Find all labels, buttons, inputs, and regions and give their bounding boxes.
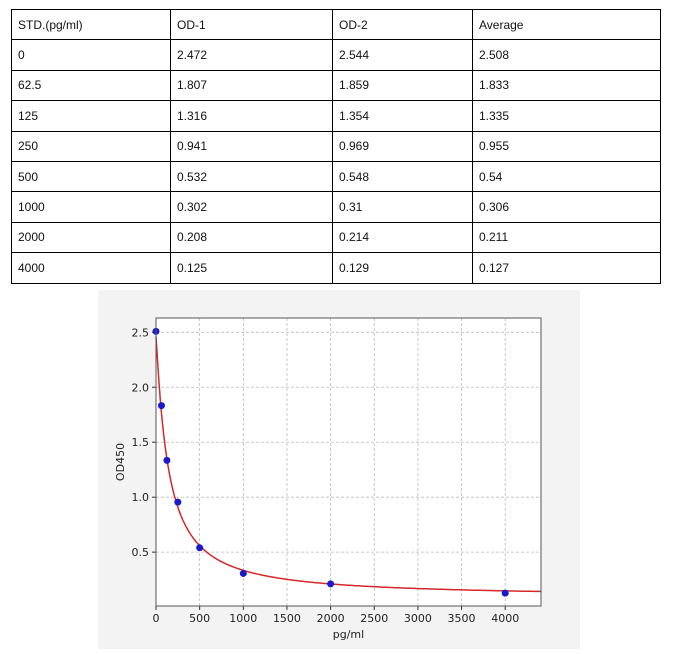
table-cell: 500 xyxy=(11,160,171,193)
table-row: 125 1.316 1.354 1.335 xyxy=(11,100,661,132)
table-cell: 0.306 xyxy=(472,191,661,223)
table-row: 1000 0.302 0.31 0.306 xyxy=(11,191,661,223)
table-cell: 2000 xyxy=(11,221,171,254)
table-cell: 0.941 xyxy=(170,130,333,162)
table-cell: OD-1 xyxy=(170,8,333,41)
table-cell: 250 xyxy=(11,130,171,162)
table-cell: 1.859 xyxy=(332,69,473,102)
table-cell: 0.54 xyxy=(472,160,661,193)
table-cell: 0.211 xyxy=(472,221,661,254)
data-point xyxy=(239,569,247,577)
x-tick-label: 0 xyxy=(153,612,160,625)
y-tick-label: 1.0 xyxy=(132,491,150,504)
table-cell: 0.969 xyxy=(332,130,473,162)
table-cell: 2.472 xyxy=(170,39,333,71)
data-point xyxy=(163,456,171,464)
table-row: 0 2.472 2.544 2.508 xyxy=(11,39,661,71)
x-tick-label: 500 xyxy=(189,612,210,625)
x-tick-label: 1500 xyxy=(273,612,301,625)
table-cell: 125 xyxy=(11,100,171,132)
table-cell: 2.508 xyxy=(472,39,661,71)
x-tick-label: 3500 xyxy=(448,612,476,625)
table-cell: 0.127 xyxy=(472,252,661,284)
data-point xyxy=(174,498,182,506)
table-row: 2000 0.208 0.214 0.211 xyxy=(11,221,661,254)
table-cell: 2.544 xyxy=(332,39,473,71)
plot-frame xyxy=(155,317,542,607)
table-cell: 0.129 xyxy=(332,252,473,284)
table-row: 62.5 1.807 1.859 1.833 xyxy=(11,69,661,102)
data-point xyxy=(157,402,165,410)
y-tick-label: 2.5 xyxy=(132,326,150,339)
table-cell: 0 xyxy=(11,39,171,71)
x-axis-label: pg/ml xyxy=(333,628,364,641)
table-cell: 1.354 xyxy=(332,100,473,132)
table-cell: 1.807 xyxy=(170,69,333,102)
plot-area xyxy=(156,318,541,606)
table-cell: 1.335 xyxy=(472,100,661,132)
chart-svg: 0 500 1000 1500 2000 2500 3000 3500 4000 0.5 1.0 1.… xyxy=(114,317,542,641)
table-row: 250 0.941 0.969 0.955 xyxy=(11,130,661,162)
y-axis-label: OD450 xyxy=(114,443,127,481)
table-row: 4000 0.125 0.129 0.127 xyxy=(11,252,661,284)
table-cell: OD-2 xyxy=(332,8,473,41)
y-tick-label: 0.5 xyxy=(132,546,150,559)
table-cell: 1.833 xyxy=(472,69,661,102)
x-tick-label: 2000 xyxy=(317,612,345,625)
standard-curve-chart: 0 500 1000 1500 2000 2500 3000 3500 4000 0.5 1.0 1.… xyxy=(98,290,580,649)
table-cell: 0.125 xyxy=(170,252,333,284)
table-cell: 0.208 xyxy=(170,221,333,254)
data-point xyxy=(501,589,509,597)
table-cell: 0.31 xyxy=(332,191,473,223)
x-tick-label: 1000 xyxy=(229,612,257,625)
data-point xyxy=(196,544,204,552)
data-point xyxy=(327,580,335,588)
x-tick-label: 2500 xyxy=(360,612,388,625)
x-tick-label: 3000 xyxy=(404,612,432,625)
table-cell: STD.(pg/ml) xyxy=(11,8,171,41)
table-cell: 0.302 xyxy=(170,191,333,223)
table-row: 500 0.532 0.548 0.54 xyxy=(11,160,661,193)
table-header-row: STD.(pg/ml) OD-1 OD-2 Average xyxy=(11,8,661,41)
table-cell: 0.214 xyxy=(332,221,473,254)
standard-table: STD.(pg/ml) OD-1 OD-2 Average 0 2.472 2.544 2.5… xyxy=(11,8,661,284)
y-tick-label: 1.5 xyxy=(132,436,150,449)
table-cell: 1.316 xyxy=(170,100,333,132)
table-cell: 62.5 xyxy=(11,69,171,102)
table-cell: Average xyxy=(472,8,661,41)
table-cell: 0.532 xyxy=(170,160,333,193)
table-cell: 0.955 xyxy=(472,130,661,162)
table-cell: 0.548 xyxy=(332,160,473,193)
table-cell: 4000 xyxy=(11,252,171,284)
table-cell: 1000 xyxy=(11,191,171,223)
x-tick-label: 4000 xyxy=(491,612,519,625)
y-tick-label: 2.0 xyxy=(132,381,150,394)
